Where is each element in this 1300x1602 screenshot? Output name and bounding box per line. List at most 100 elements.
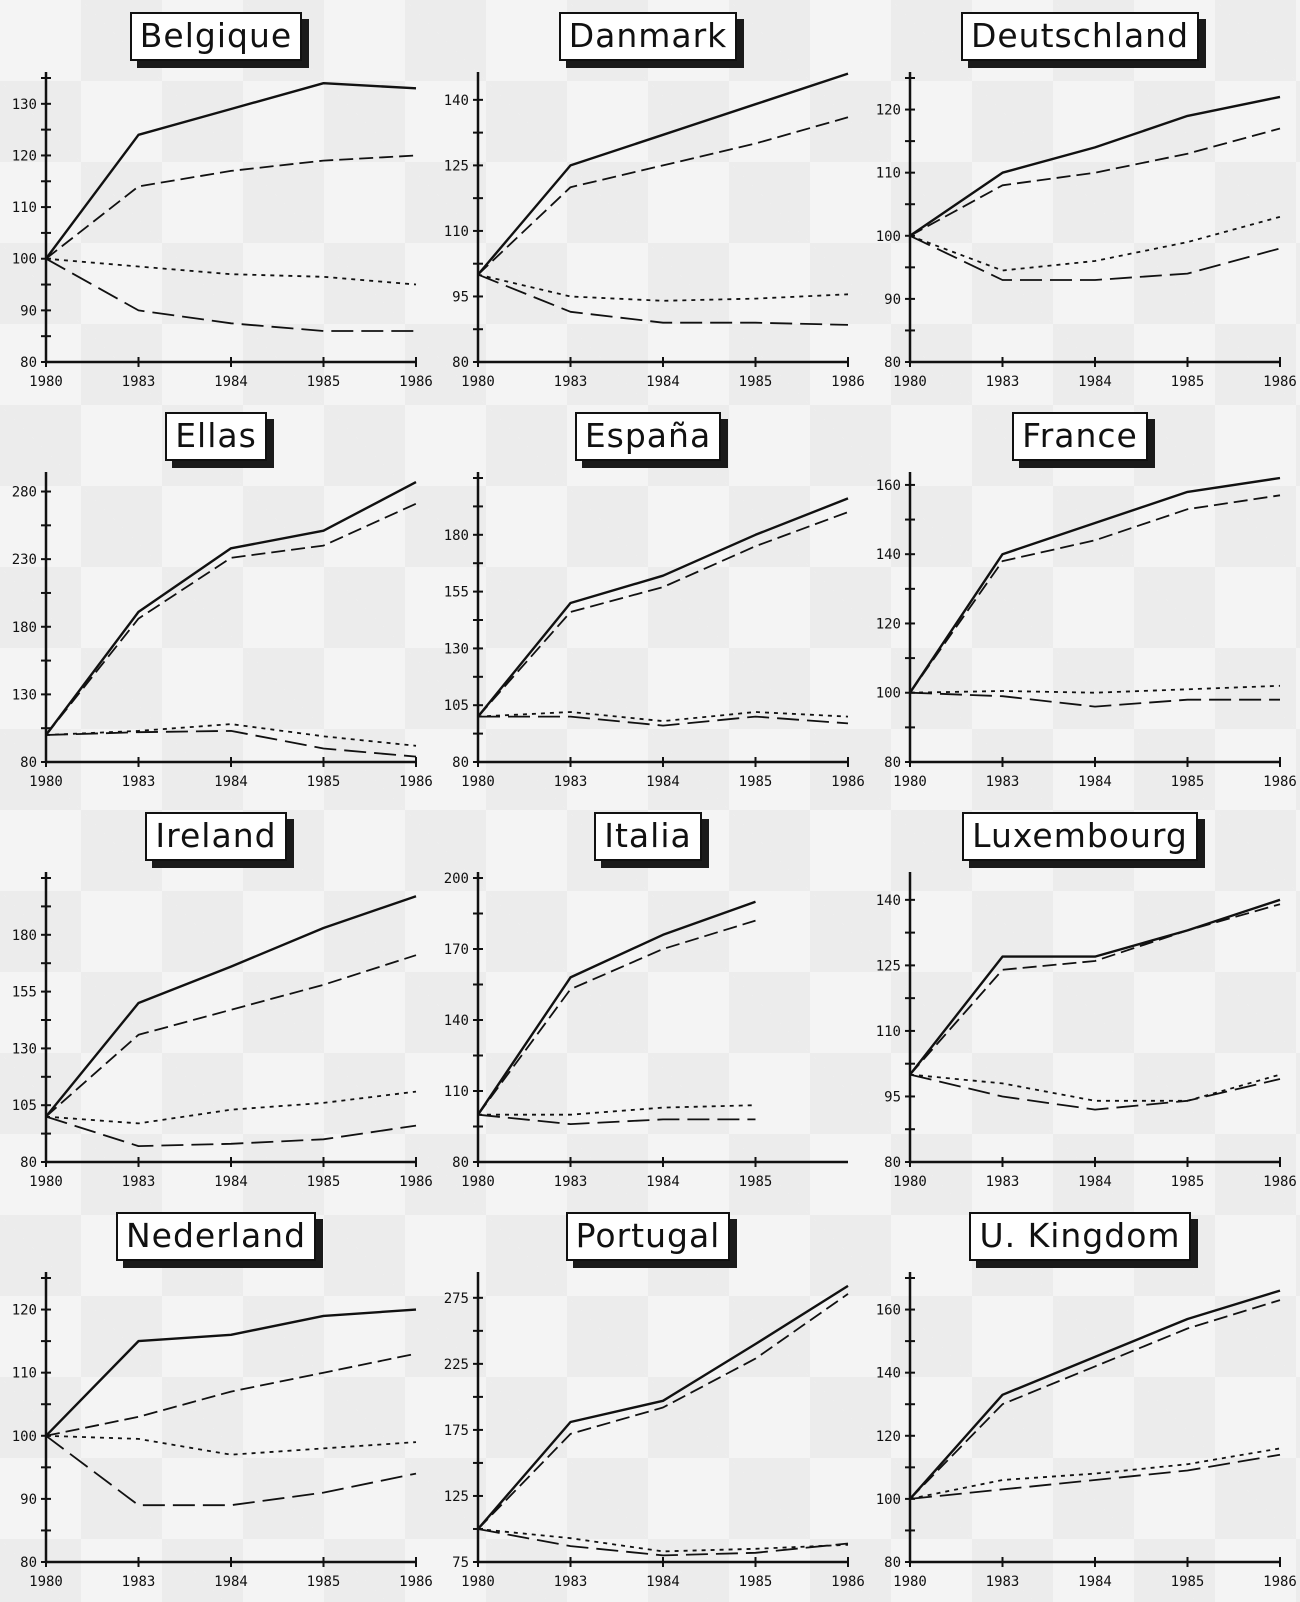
y-tick-label: 120: [12, 148, 37, 164]
chart-title-wrap: Portugal: [432, 1212, 864, 1264]
x-tick-label: 1984: [646, 1574, 680, 1590]
y-tick-label: 80: [452, 755, 469, 771]
x-tick-label: 1984: [646, 774, 680, 790]
x-tick-label: 1986: [831, 374, 865, 390]
x-tick-label: 1984: [214, 1574, 248, 1590]
chart-title-wrap: Ellas: [0, 412, 432, 464]
y-tick-label: 120: [876, 616, 901, 632]
y-tick-label: 80: [20, 1155, 37, 1171]
x-tick-label: 1985: [739, 1574, 773, 1590]
series-line-longdash: [478, 715, 849, 727]
x-tick-label: 1983: [986, 1574, 1020, 1590]
y-tick-label: 80: [20, 1555, 37, 1571]
y-tick-label: 80: [20, 755, 37, 771]
x-tick-label: 1983: [986, 1174, 1020, 1190]
y-tick-label: 80: [452, 1155, 469, 1171]
y-tick-label: 170: [444, 942, 469, 958]
chart-title: Italia: [594, 812, 702, 861]
x-tick-label: 1983: [554, 1174, 588, 1190]
x-tick-label: 1984: [214, 774, 248, 790]
series-line-solid: [45, 81, 417, 260]
chart-title-wrap: France: [864, 412, 1296, 464]
chart-panel-1: Danmark 80 95 110 125 140 1980 1983 1984 1985 1986: [432, 0, 865, 400]
y-tick-label: 225: [444, 1357, 469, 1373]
chart-svg: 80 105 130 155 180 1980 1983 1984 1985 1986: [444, 472, 865, 790]
y-tick-label: 140: [876, 547, 901, 563]
series-line-solid: [477, 1284, 849, 1530]
y-tick-label: 80: [20, 355, 37, 371]
series-line-dash: [477, 919, 756, 1116]
series-line-dash: [477, 116, 849, 276]
chart-svg: 80 90 100 110 120 1980 1983 1984 1985 1986: [12, 1272, 433, 1590]
chart-panel-6: Ireland 80 105 130 155 180 1980 1983 1984 1985 198…: [0, 800, 433, 1200]
x-tick-label: 1984: [1078, 774, 1112, 790]
x-tick-label: 1984: [214, 374, 248, 390]
series-line-dash: [909, 494, 1281, 694]
y-tick-label: 75: [452, 1555, 469, 1571]
x-tick-label: 1984: [1078, 1574, 1112, 1590]
chart-title: Belgique: [129, 12, 303, 61]
x-tick-label: 1986: [1263, 1574, 1297, 1590]
x-tick-label: 1985: [739, 374, 773, 390]
x-tick-label: 1986: [831, 774, 865, 790]
x-tick-label: 1980: [29, 1574, 63, 1590]
series-line-solid: [909, 476, 1281, 694]
y-tick-label: 105: [444, 698, 469, 714]
y-tick-label: 90: [20, 1492, 37, 1508]
x-tick-label: 1986: [399, 774, 433, 790]
series-line-dot: [909, 1447, 1281, 1500]
x-tick-label: 1980: [893, 1174, 927, 1190]
x-tick-label: 1985: [307, 374, 341, 390]
x-tick-label: 1985: [307, 1574, 341, 1590]
chart-panel-9: Nederland 80 90 100 110 120 1980 1983 1984 1985 19…: [0, 1200, 433, 1600]
x-tick-label: 1980: [893, 374, 927, 390]
y-tick-label: 120: [876, 103, 901, 119]
series-line-longdash: [909, 234, 1281, 281]
x-tick-label: 1986: [1263, 774, 1297, 790]
series-line-solid: [909, 1289, 1281, 1500]
chart-title-wrap: Italia: [432, 812, 864, 864]
chart-panel-7: Italia 80 110 140 170 200 1980 1983 1984 1985: [432, 800, 864, 1200]
x-tick-label: 1980: [29, 774, 63, 790]
x-tick-label: 1983: [554, 374, 588, 390]
x-tick-label: 1983: [122, 1174, 156, 1190]
x-tick-label: 1985: [1171, 774, 1205, 790]
x-tick-label: 1983: [122, 374, 156, 390]
series-line-dot: [909, 1073, 1281, 1102]
series-line-dot: [45, 723, 417, 747]
chart-title: Ellas: [165, 412, 267, 461]
y-tick-label: 130: [444, 641, 469, 657]
chart-svg: 80 95 110 125 140 1980 1983 1984 1985 1986: [444, 72, 865, 390]
chart-panel-3: Ellas 80 130 180 230 280 1980 1983 1984 1985 1986: [0, 400, 433, 800]
chart-svg: 80 105 130 155 180 1980 1983 1984 1985 1986: [12, 872, 433, 1190]
series-line-dash: [909, 1299, 1281, 1500]
series-line-dash: [909, 903, 1281, 1076]
series-line-dot: [909, 684, 1281, 694]
x-tick-label: 1986: [1263, 1174, 1297, 1190]
x-tick-label: 1983: [554, 774, 588, 790]
chart-title: Portugal: [565, 1212, 731, 1261]
series-line-longdash: [45, 257, 416, 332]
chart-title-wrap: Belgique: [0, 12, 432, 64]
series-line-longdash: [477, 1528, 849, 1557]
y-tick-label: 155: [444, 585, 469, 601]
chart-svg: 80 90 100 110 120 130 1980 1983 1984 1985 1986: [12, 72, 433, 390]
chart-svg: 80 95 110 125 140 1980 1983 1984 1985 1986: [876, 872, 1297, 1190]
y-tick-label: 80: [884, 1555, 901, 1571]
chart-svg: 80 100 120 140 160 1980 1983 1984 1985 1986: [876, 1272, 1297, 1590]
y-tick-label: 275: [444, 1291, 469, 1307]
x-tick-label: 1983: [986, 374, 1020, 390]
x-tick-label: 1980: [893, 774, 927, 790]
chart-svg: 80 130 180 230 280 1980 1983 1984 1985 1986: [12, 472, 433, 790]
y-tick-label: 140: [444, 1013, 469, 1029]
x-tick-label: 1980: [29, 374, 63, 390]
series-line-dot: [909, 215, 1281, 272]
x-tick-label: 1980: [461, 1574, 495, 1590]
chart-title: Nederland: [115, 1212, 317, 1261]
y-tick-label: 100: [876, 229, 901, 245]
y-tick-label: 125: [444, 1489, 469, 1505]
x-tick-label: 1985: [1171, 1574, 1205, 1590]
x-tick-label: 1984: [214, 1174, 248, 1190]
y-tick-label: 110: [444, 224, 469, 240]
